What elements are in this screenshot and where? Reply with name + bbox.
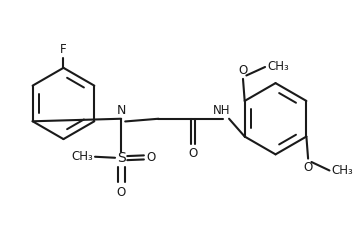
Text: O: O — [304, 161, 313, 174]
Text: S: S — [117, 151, 126, 165]
Text: F: F — [60, 43, 67, 56]
Text: O: O — [188, 147, 197, 160]
Text: CH₃: CH₃ — [332, 164, 354, 177]
Text: CH₃: CH₃ — [71, 150, 93, 163]
Text: N: N — [116, 104, 126, 117]
Text: O: O — [146, 151, 155, 164]
Text: CH₃: CH₃ — [267, 60, 289, 74]
Text: O: O — [238, 64, 247, 77]
Text: O: O — [116, 185, 126, 199]
Text: NH: NH — [213, 104, 230, 117]
